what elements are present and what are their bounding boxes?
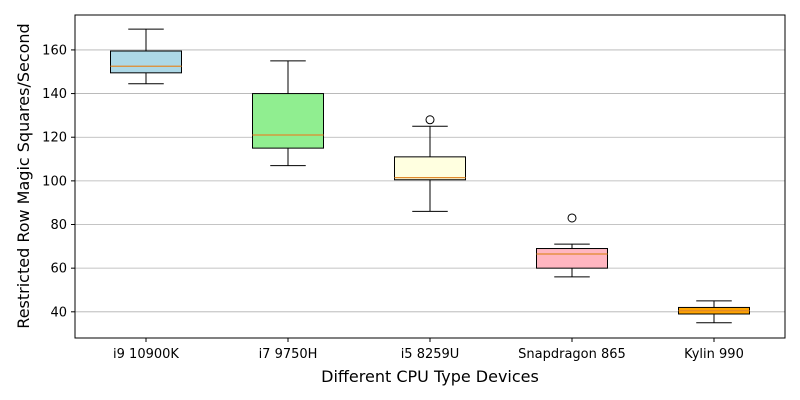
x-tick-label: Kylin 990 (684, 347, 744, 362)
box-group (110, 28, 182, 85)
box (110, 50, 182, 74)
y-tick-label: 100 (42, 174, 67, 189)
y-axis-label: Restricted Row Magic Squares/Second (14, 23, 33, 328)
x-tick-label: i9 10900K (113, 347, 179, 362)
x-tick-label: Snapdragon 865 (518, 347, 626, 362)
box-group (678, 300, 750, 324)
box (394, 156, 466, 181)
y-tick-label: 60 (50, 262, 67, 277)
box-group (536, 213, 608, 278)
y-tick-label: 40 (50, 305, 67, 320)
box-plot-series (110, 28, 750, 324)
box (536, 248, 608, 269)
y-axis-ticks: 40 60 80 100 120 140 160 (42, 43, 75, 320)
x-tick-label: i5 8259U (401, 347, 460, 362)
x-axis-label: Different CPU Type Devices (321, 367, 539, 386)
y-tick-label: 140 (42, 87, 67, 102)
x-axis-ticks: i9 10900K i7 9750H i5 8259U Snapdragon 865 K… (113, 338, 744, 362)
box-group (394, 115, 466, 212)
box (252, 93, 324, 149)
box-group (252, 60, 324, 167)
outlier-point (425, 115, 435, 125)
y-tick-label: 80 (50, 218, 67, 233)
outlier-point (567, 213, 577, 223)
x-tick-label: i7 9750H (259, 347, 318, 362)
y-tick-label: 160 (42, 43, 67, 58)
y-tick-label: 120 (42, 131, 67, 146)
